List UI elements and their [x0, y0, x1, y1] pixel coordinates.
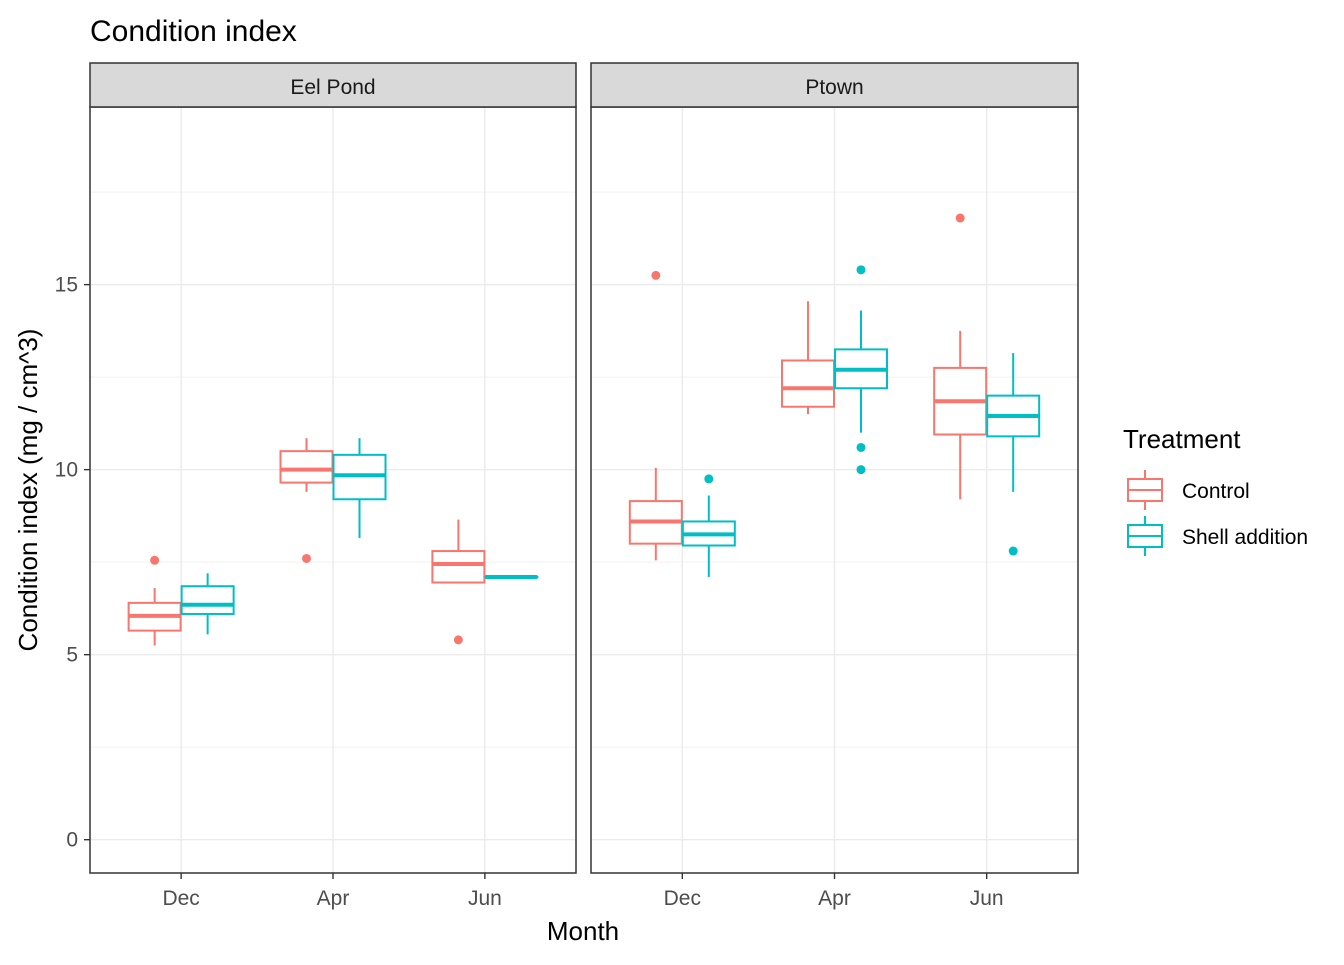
x-tick-label: Dec: [162, 887, 199, 910]
legend-label: Shell addition: [1182, 526, 1308, 549]
box-body: [182, 586, 234, 614]
panel-eel-pond: Eel Pond Dec Apr Jun 0 5 10 15: [55, 63, 576, 910]
outlier-point: [454, 635, 463, 644]
facet-strip-label: Eel Pond: [290, 76, 375, 99]
x-tick-label: Jun: [970, 887, 1004, 910]
outlier-point: [704, 474, 713, 483]
box-body: [432, 551, 484, 582]
legend-keys: Control Shell addition: [1128, 470, 1308, 556]
legend-key-shell-addition: Shell addition: [1128, 516, 1308, 556]
x-tick-label: Apr: [818, 887, 851, 910]
outlier-point: [857, 465, 866, 474]
y-axis-label: Condition index (mg / cm^3): [13, 329, 43, 652]
outlier-point: [956, 214, 965, 223]
legend: Treatment Control Shell addition: [1123, 424, 1308, 556]
chart-title: Condition index: [90, 15, 297, 48]
outlier-point: [857, 443, 866, 452]
y-tick-label: 0: [66, 829, 78, 852]
legend-key-control: Control: [1128, 470, 1250, 510]
x-tick-label: Apr: [317, 887, 350, 910]
outlier-point: [651, 271, 660, 280]
box-body: [281, 451, 333, 482]
x-tick-label: Jun: [468, 887, 502, 910]
panel-ptown: Ptown Dec Apr Jun: [591, 63, 1078, 910]
box-body: [782, 360, 834, 406]
legend-label: Control: [1182, 480, 1250, 503]
outlier-point: [302, 554, 311, 563]
x-axis-label: Month: [547, 916, 619, 946]
outlier-point: [857, 265, 866, 274]
outlier-point: [150, 556, 159, 565]
facet-strip-label: Ptown: [805, 76, 863, 99]
y-tick-label: 10: [55, 459, 78, 482]
y-tick-label: 5: [66, 644, 78, 667]
y-tick-label: 15: [55, 274, 78, 297]
panels: Eel Pond Dec Apr Jun 0 5 10 15 Ptown Dec Apr Jun: [55, 63, 1078, 910]
outlier-point: [1009, 547, 1018, 556]
legend-title: Treatment: [1123, 424, 1241, 454]
x-tick-label: Dec: [664, 887, 701, 910]
